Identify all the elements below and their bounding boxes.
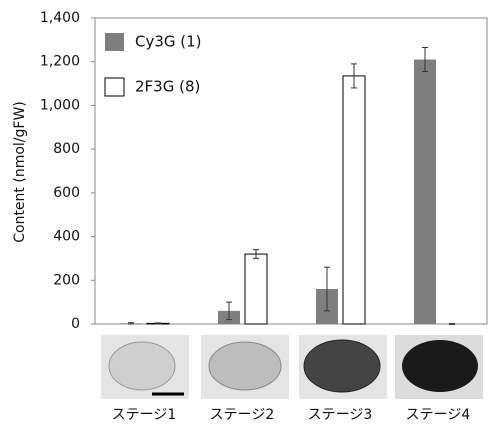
bean (304, 340, 380, 392)
bean (209, 342, 281, 390)
photos (101, 335, 483, 399)
bar (414, 60, 436, 324)
bar (245, 254, 267, 324)
bean (402, 340, 478, 392)
x-tick-label: ステージ1 (112, 407, 177, 423)
error-bar (155, 323, 161, 324)
y-tick-label: 1,400 (40, 10, 80, 26)
y-tick-label: 600 (53, 185, 80, 201)
legend-label: Cy3G (1) (135, 33, 202, 51)
x-tick-label: ステージ4 (406, 407, 471, 423)
x-tick-label: ステージ2 (210, 407, 275, 423)
x-tick-label: ステージ3 (308, 407, 373, 423)
bar (343, 76, 365, 324)
legend-swatch (105, 33, 124, 51)
chart: Content (nmol/gFW) 0 200 400 600 800 1,000 1,2… (0, 0, 488, 427)
y-tick-label: 400 (53, 229, 80, 245)
y-tick-label: 200 (53, 272, 80, 288)
y-tick-label: 1,200 (40, 54, 80, 70)
legend-swatch (105, 78, 124, 96)
y-tick-label: 800 (53, 141, 80, 157)
y-tick-label: 0 (71, 316, 80, 332)
y-axis-label: Content (nmol/gFW) (12, 101, 28, 243)
bean (109, 342, 175, 390)
legend-label: 2F3G (8) (135, 78, 200, 96)
y-tick-label: 1,000 (40, 97, 80, 113)
error-bar (449, 324, 455, 325)
